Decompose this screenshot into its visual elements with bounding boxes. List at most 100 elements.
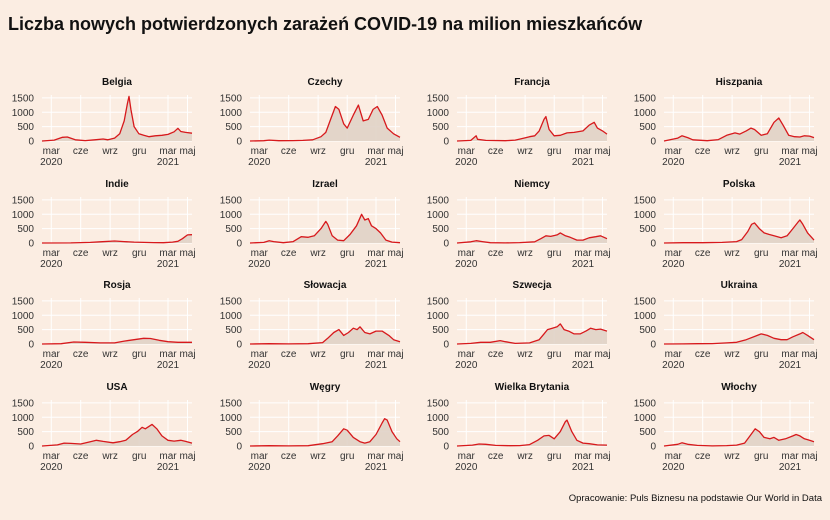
x-tick-label: maj <box>179 451 195 462</box>
series-area <box>250 214 400 243</box>
x-tick-label: cze <box>281 349 297 360</box>
x-tick-label: cze <box>281 451 297 462</box>
x-tick-label: cze <box>281 146 297 157</box>
x-tick-year: 2020 <box>455 157 478 168</box>
x-tick-year: 2020 <box>662 462 685 473</box>
x-tick-label: maj <box>179 248 195 259</box>
x-tick-year: 2021 <box>365 157 388 168</box>
y-tick-label: 0 <box>28 239 34 250</box>
source-caption: Opracowanie: Puls Biznesu na podstawie O… <box>568 493 822 504</box>
x-tick-label: mar <box>159 451 177 462</box>
panel-title: Francja <box>514 77 550 88</box>
x-tick-label: maj <box>387 349 403 360</box>
y-tick-label: 500 <box>225 224 242 235</box>
y-tick-label: 1000 <box>427 210 450 221</box>
panel-title: Szwecja <box>513 280 552 291</box>
y-tick-label: 0 <box>650 239 656 250</box>
x-tick-label: wrz <box>309 248 326 259</box>
x-tick-year: 2020 <box>40 157 63 168</box>
series-area <box>457 323 607 344</box>
y-tick-label: 500 <box>432 224 449 235</box>
y-tick-label: 0 <box>443 340 449 351</box>
x-tick-label: cze <box>73 349 89 360</box>
x-tick-label: gru <box>754 248 768 259</box>
x-tick-label: gru <box>132 349 146 360</box>
y-tick-label: 1500 <box>427 296 450 307</box>
x-tick-label: gru <box>132 451 146 462</box>
x-tick-label: maj <box>801 248 817 259</box>
y-tick-label: 1000 <box>634 108 657 119</box>
series-line <box>663 117 815 142</box>
x-tick-year: 2020 <box>662 157 685 168</box>
x-tick-label: wrz <box>309 146 326 157</box>
x-tick-label: wrz <box>101 451 118 462</box>
series-area <box>250 105 400 141</box>
x-tick-label: wrz <box>516 451 533 462</box>
panel-title: Hiszpania <box>716 77 763 88</box>
y-tick-label: 1500 <box>220 398 243 409</box>
x-tick-year: 2020 <box>40 360 63 371</box>
x-tick-year: 2021 <box>572 360 595 371</box>
y-tick-label: 1500 <box>220 195 243 206</box>
x-tick-label: mar <box>574 146 592 157</box>
series-area <box>250 326 400 344</box>
x-tick-year: 2021 <box>157 259 180 270</box>
y-tick-label: 500 <box>432 325 449 336</box>
x-tick-label: maj <box>801 146 817 157</box>
x-tick-label: cze <box>73 451 89 462</box>
x-tick-year: 2021 <box>779 462 802 473</box>
series-line <box>456 115 608 142</box>
x-tick-year: 2021 <box>365 259 388 270</box>
y-tick-label: 1000 <box>634 210 657 221</box>
x-tick-year: 2020 <box>248 259 271 270</box>
series-area <box>457 420 607 446</box>
y-tick-label: 1000 <box>12 413 35 424</box>
x-tick-label: gru <box>754 349 768 360</box>
x-tick-label: mar <box>781 146 799 157</box>
y-tick-label: 1000 <box>427 311 450 322</box>
x-tick-year: 2021 <box>572 259 595 270</box>
y-tick-label: 1000 <box>220 210 243 221</box>
x-tick-label: maj <box>387 248 403 259</box>
y-tick-label: 500 <box>17 224 34 235</box>
y-tick-label: 1000 <box>634 311 657 322</box>
panel-title: Niemcy <box>514 179 550 190</box>
y-tick-label: 1000 <box>220 413 243 424</box>
x-tick-label: mar <box>367 451 385 462</box>
series-line <box>249 213 401 244</box>
x-tick-label: mar <box>458 451 476 462</box>
x-tick-year: 2020 <box>455 462 478 473</box>
y-tick-label: 0 <box>236 137 242 148</box>
series-line <box>249 104 401 142</box>
x-tick-label: mar <box>43 248 61 259</box>
x-tick-year: 2021 <box>365 462 388 473</box>
y-tick-label: 500 <box>432 427 449 438</box>
x-tick-label: maj <box>594 451 610 462</box>
x-tick-label: gru <box>340 248 354 259</box>
x-tick-label: mar <box>367 248 385 259</box>
x-tick-year: 2021 <box>365 360 388 371</box>
x-tick-label: gru <box>340 146 354 157</box>
x-tick-label: cze <box>695 248 711 259</box>
x-tick-label: mar <box>367 146 385 157</box>
x-tick-label: cze <box>695 146 711 157</box>
y-tick-label: 1000 <box>12 210 35 221</box>
x-tick-label: mar <box>574 451 592 462</box>
series-area <box>42 424 192 446</box>
x-tick-year: 2021 <box>779 157 802 168</box>
series-line <box>663 428 815 447</box>
series-line <box>41 234 193 244</box>
x-tick-label: wrz <box>101 349 118 360</box>
x-tick-label: wrz <box>309 349 326 360</box>
x-tick-label: mar <box>43 146 61 157</box>
series-area <box>664 428 814 446</box>
x-tick-year: 2020 <box>455 259 478 270</box>
x-tick-label: maj <box>387 451 403 462</box>
x-tick-label: mar <box>458 146 476 157</box>
